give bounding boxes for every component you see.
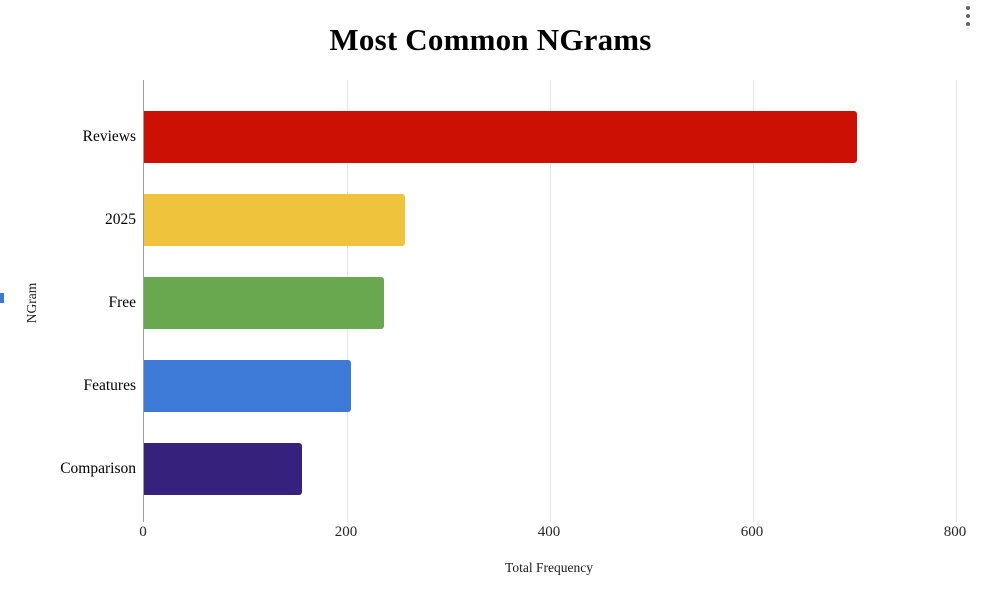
chart-title: Most Common NGrams <box>329 22 652 57</box>
menu-dot <box>966 6 970 10</box>
bar-2025[interactable] <box>144 193 405 246</box>
x-tick-label-400: 400 <box>537 524 561 540</box>
gridline-600 <box>753 80 754 522</box>
x-tick-label-800: 800 <box>943 524 967 540</box>
context-menu-icon[interactable] <box>963 4 973 28</box>
category-label-comparison: Comparison <box>60 459 136 477</box>
x-axis-title: Total Frequency <box>505 560 593 575</box>
x-tick-label-200: 200 <box>334 524 358 540</box>
bar-features[interactable] <box>144 359 352 412</box>
plot-area <box>143 80 957 522</box>
bar-comparison[interactable] <box>144 442 303 495</box>
category-label-2025: 2025 <box>105 210 136 228</box>
bar-free[interactable] <box>144 276 384 329</box>
gridline-800 <box>956 80 957 522</box>
category-label-features: Features <box>83 376 136 394</box>
menu-dot <box>966 22 970 26</box>
gridline-400 <box>550 80 551 522</box>
x-tick-label-600: 600 <box>740 524 764 540</box>
category-label-free: Free <box>108 293 136 311</box>
menu-dot <box>966 14 970 18</box>
category-label-reviews: Reviews <box>82 127 136 145</box>
bar-reviews[interactable] <box>144 110 857 163</box>
x-tick-label-0: 0 <box>139 524 147 540</box>
clipped-legend-swatch <box>0 293 4 303</box>
